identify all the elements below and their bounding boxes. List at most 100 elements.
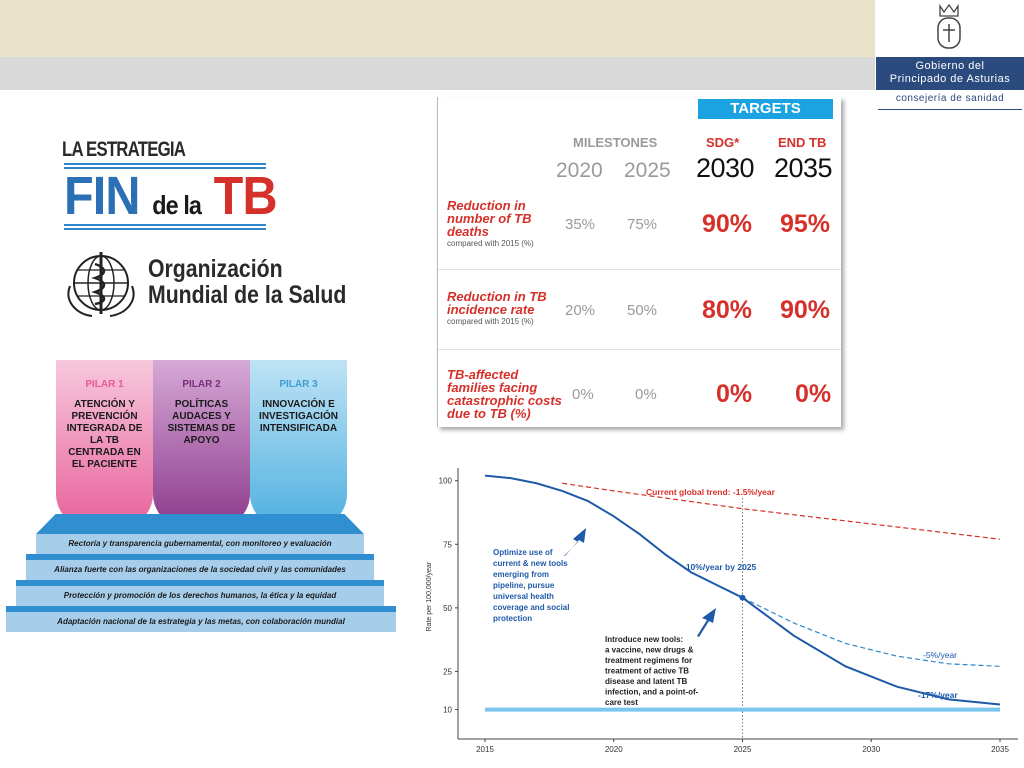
row-costs-line-1: TB-affected <box>447 367 519 382</box>
x-tick-label-3: 2030 <box>862 745 880 754</box>
arrow-introduce <box>697 608 716 637</box>
strategy-logo-tb: TB <box>213 166 278 226</box>
pillar-2-title: PILAR 2 <box>182 379 221 390</box>
milestone-point-2025 <box>739 594 746 601</box>
targets-header: TARGETS <box>698 99 833 119</box>
table-divider-2 <box>438 349 841 350</box>
year-2025: 2025 <box>624 159 671 182</box>
foundation-step-2-edge <box>26 554 374 560</box>
annotation-optimize-line-6: protection <box>493 614 532 623</box>
series-line-1 <box>484 474 743 599</box>
pillar-1: PILAR 1 ATENCIÓN Y PREVENCIÓN INTEGRADA … <box>56 360 153 528</box>
annotation-introduce-line-4: disease and latent TB <box>605 677 687 686</box>
deaths-2030: 90% <box>702 210 753 238</box>
who-line-1: Organización <box>148 255 283 283</box>
foundation-step-3-edge <box>16 580 384 586</box>
endtb-label: END TB <box>778 135 827 150</box>
arrow-optimize <box>564 528 586 556</box>
row-incidence-label: Reduction in TB incidence rate <box>447 290 547 316</box>
y-tick-label-4: 10 <box>443 706 452 715</box>
pillar-1-title: PILAR 1 <box>85 379 124 390</box>
incidence-2035: 90% <box>780 296 831 324</box>
annotation-seventeen: -17%/year <box>918 690 958 700</box>
foundation-step-4-edge <box>6 606 396 612</box>
deaths-2035: 95% <box>780 210 831 238</box>
annotation-five: -5%/year <box>923 650 957 660</box>
annotation-introduce-line-0: Introduce new tools: <box>605 635 683 644</box>
incidence-2025: 50% <box>627 302 658 319</box>
asturias-crest-icon <box>937 3 961 49</box>
annotation-introduce-line-6: care test <box>605 698 638 707</box>
strategy-logo-line1: LA ESTRATEGIA <box>62 138 186 161</box>
pillar-3: PILAR 3 INNOVACIÓN E INVESTIGACIÓN INTEN… <box>250 360 347 528</box>
series-line-2 <box>742 597 1001 667</box>
sdg-label: SDG* <box>706 135 740 150</box>
consejeria-underline <box>878 109 1022 110</box>
incidence-2030: 80% <box>702 296 753 324</box>
row-costs-line-4: due to TB (%) <box>447 406 531 421</box>
who-line-2: Mundial de la Salud <box>148 281 347 309</box>
pillar-3-body: INNOVACIÓN E INVESTIGACIÓN INTENSIFICADA <box>259 399 338 434</box>
year-2030: 2030 <box>696 153 755 183</box>
annotation-trend: Current global trend: -1.5%/year <box>646 487 776 497</box>
pillar-2: PILAR 2 POLÍTICAS AUDACES Y SISTEMAS DE … <box>153 360 250 528</box>
strategy-logo-title: FIN de la TB <box>64 166 278 233</box>
x-tick-label-4: 2035 <box>991 745 1009 754</box>
foundation-step-3: Protección y promoción de los derechos h… <box>16 586 384 606</box>
foundation-step-1-edge <box>36 514 364 534</box>
costs-2030: 0% <box>716 380 753 408</box>
annotation-ten: -10%/year by 2025 <box>683 562 757 572</box>
row-incidence-line-2: incidence rate <box>447 302 535 317</box>
row-incidence-sub: compared with 2015 (%) <box>447 317 534 326</box>
deaths-2025: 75% <box>627 216 658 233</box>
costs-2025: 0% <box>635 386 657 403</box>
foundation-step-1: Rectoría y transparencia gubernamental, … <box>36 534 364 554</box>
gov-line-2: Principado de Asturias <box>889 73 1011 85</box>
strategy-logo-fin: FIN <box>64 166 141 226</box>
row-costs-line-2: families facing <box>447 380 538 395</box>
x-tick-label-1: 2020 <box>605 745 623 754</box>
row-incidence-line-1: Reduction in TB <box>447 289 547 304</box>
tb-incidence-chart: 100 75 50 25 10 2015 2020 2025 2030 2035 Rate per … <box>426 468 1018 754</box>
who-name: Organización Mundial de la Salud <box>148 256 346 308</box>
row-deaths-line-1: Reduction in <box>447 198 526 213</box>
row-costs-line-3: catastrophic costs <box>447 393 562 408</box>
x-tick-label-0: 2015 <box>476 745 494 754</box>
y-tick-label-1: 75 <box>443 540 452 549</box>
table-divider-1 <box>438 269 841 270</box>
pillar-1-body: ATENCIÓN Y PREVENCIÓN INTEGRADA DE LA TB… <box>66 399 143 470</box>
strategy-logo-dela: de la <box>152 190 202 220</box>
strategy-logo-bottom-rule <box>64 224 266 230</box>
costs-2020: 0% <box>572 386 594 403</box>
y-axis-label: Rate per 100,000/year <box>426 561 433 631</box>
targets-table: TARGETS MILESTONES SDG* END TB 2020 2025… <box>437 97 841 427</box>
row-deaths-sub: compared with 2015 (%) <box>447 239 534 248</box>
annotation-introduce-line-2: treatment regimens for <box>605 656 692 665</box>
deaths-2020: 35% <box>565 216 596 233</box>
annotation-introduce-line-1: a vaccine, new drugs & <box>605 646 694 655</box>
gov-line-1: Gobierno del <box>915 60 985 72</box>
annotation-optimize-line-2: emerging from <box>493 570 549 579</box>
row-deaths-label: Reduction in number of TB deaths <box>447 199 532 238</box>
consejeria-label: consejería de sanidad <box>895 93 1005 104</box>
year-2035: 2035 <box>774 153 833 183</box>
y-tick-label-0: 100 <box>439 477 453 486</box>
foundation-step-2: Alianza fuerte con las organizaciones de… <box>26 560 374 580</box>
milestones-label: MILESTONES <box>573 135 658 150</box>
foundation-step-4: Adaptación nacional de la estrategia y l… <box>6 612 396 632</box>
y-tick-label-2: 50 <box>443 604 452 613</box>
row-deaths-line-3: deaths <box>447 224 489 239</box>
costs-2035: 0% <box>795 380 832 408</box>
annotation-optimize-line-3: pipeline, pursue <box>493 581 555 590</box>
annotation-optimize-line-4: universal health <box>493 592 554 601</box>
series-line-3 <box>741 596 1001 706</box>
year-2020: 2020 <box>556 159 603 182</box>
row-costs-label: TB-affected families facing catastrophic… <box>447 368 562 420</box>
strategy-logo-top-rule <box>64 163 266 169</box>
x-tick-label-2: 2025 <box>734 745 752 754</box>
pillar-2-body: POLÍTICAS AUDACES Y SISTEMAS DE APOYO <box>167 399 236 446</box>
series-line-0 <box>562 482 1001 540</box>
annotation-optimize-line-1: current & new tools <box>493 559 568 568</box>
annotation-optimize-line-0: Optimize use of <box>493 548 553 557</box>
who-emblem-icon <box>67 252 135 317</box>
